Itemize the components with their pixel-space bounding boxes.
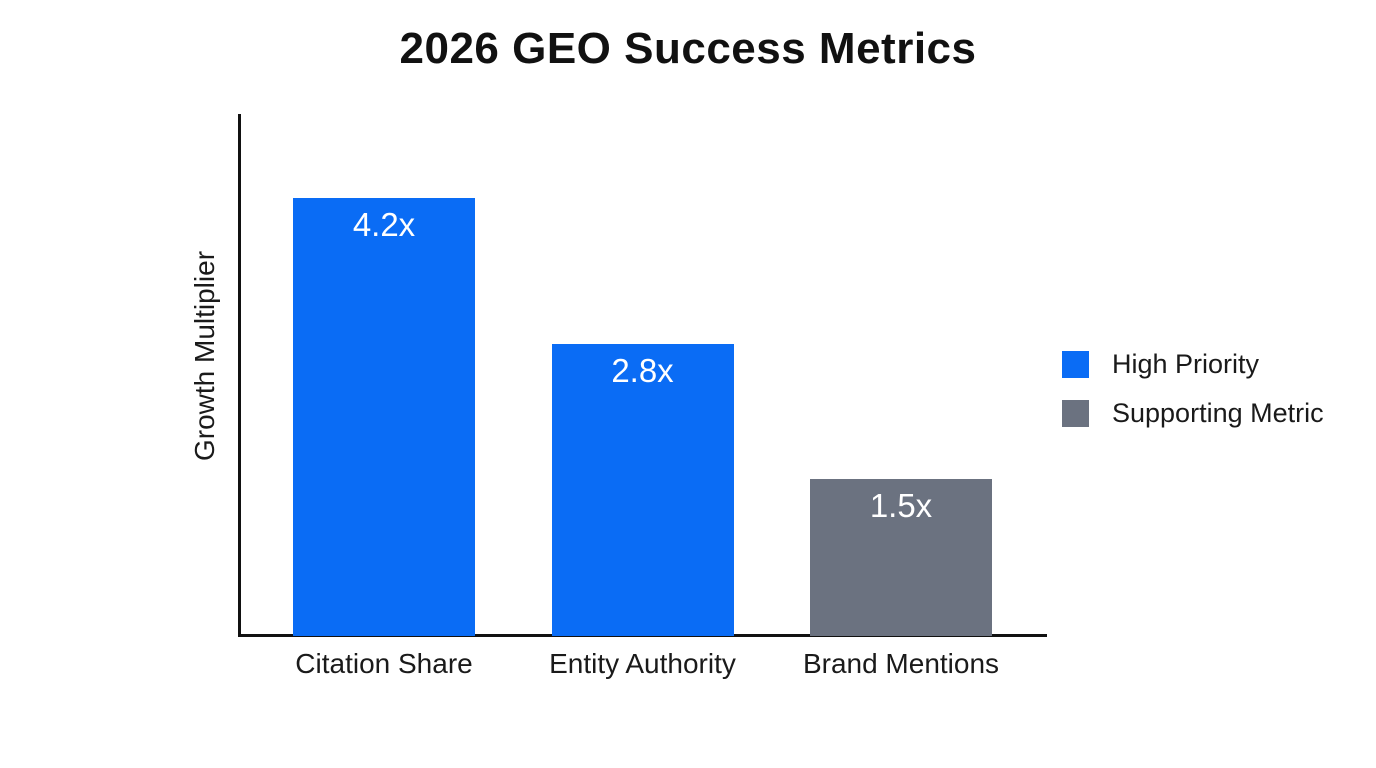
legend-item-high-priority: High Priority <box>1062 349 1324 380</box>
y-axis-line <box>238 114 241 637</box>
y-axis-label: Growth Multiplier <box>189 250 220 462</box>
bar-value-label: 2.8x <box>611 352 674 389</box>
bar-value-label: 4.2x <box>352 206 416 243</box>
legend-label: Supporting Metric <box>1112 398 1324 428</box>
legend-swatch-high-priority <box>1062 351 1089 378</box>
legend: High Priority Supporting Metric <box>1062 349 1324 447</box>
bar-citation-share: 4.2x <box>293 198 475 636</box>
bar-brand-mentions: 1.5x <box>810 479 992 636</box>
x-tick-label-brand-mentions: Brand Mentions <box>802 648 1000 679</box>
legend-label: High Priority <box>1112 349 1260 379</box>
legend-swatch-supporting-metric <box>1062 400 1089 427</box>
legend-item-supporting-metric: Supporting Metric <box>1062 398 1324 429</box>
chart-title: 2026 GEO Success Metrics <box>399 24 977 73</box>
bar-entity-authority: 2.8x <box>551 344 734 636</box>
x-tick-label-citation-share: Citation Share <box>295 648 473 679</box>
x-tick-label-entity-authority: Entity Authority <box>549 648 736 679</box>
bar-value-label: 1.5x <box>869 487 933 524</box>
